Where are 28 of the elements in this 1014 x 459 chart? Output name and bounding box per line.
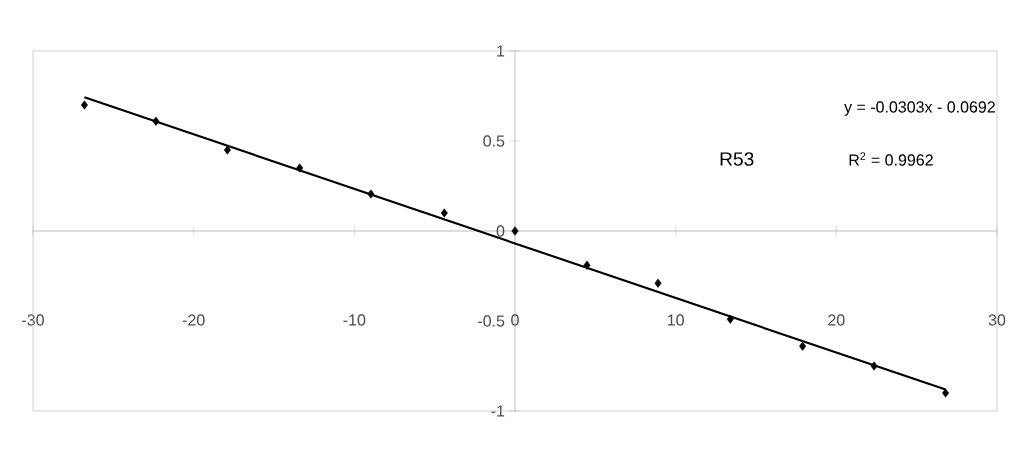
point (870, 361, 878, 371)
x-tick-label: -20 (182, 314, 205, 326)
y-tick-label: -1 (491, 405, 505, 417)
point (511, 226, 519, 236)
x-tick-label: 10 (667, 314, 684, 326)
y-tick-label: -0.5 (478, 315, 505, 327)
x-tick-label: 0 (511, 314, 519, 326)
point (80, 100, 88, 110)
x-tick-label: -10 (343, 314, 366, 326)
y-tick-label: 0.5 (483, 135, 505, 147)
point (367, 189, 375, 199)
annotation: R$^{2}$ = 0.9962 (849, 152, 933, 166)
point (152, 116, 160, 126)
y-tick-label: 1 (497, 45, 505, 57)
annotation: R53 (720, 152, 754, 166)
point (223, 145, 231, 155)
point (654, 278, 662, 288)
point (583, 260, 591, 270)
x-tick-label: 20 (828, 314, 845, 326)
point (296, 163, 304, 173)
x-tick-label: -30 (22, 314, 44, 326)
point (726, 314, 734, 324)
point (440, 208, 448, 218)
point (942, 388, 950, 398)
y-tick-label: 0 (496, 225, 505, 237)
annotation: y = -0.0303x - 0.0692 (844, 101, 995, 116)
point (799, 341, 807, 351)
x-tick-label: 30 (988, 314, 1006, 326)
